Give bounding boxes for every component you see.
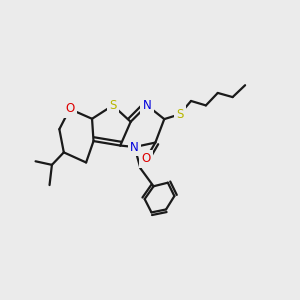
Text: O: O: [65, 103, 74, 116]
Text: N: N: [143, 99, 152, 112]
Text: O: O: [141, 152, 151, 165]
Text: S: S: [109, 99, 116, 112]
Text: S: S: [176, 108, 183, 121]
Text: N: N: [130, 140, 139, 154]
